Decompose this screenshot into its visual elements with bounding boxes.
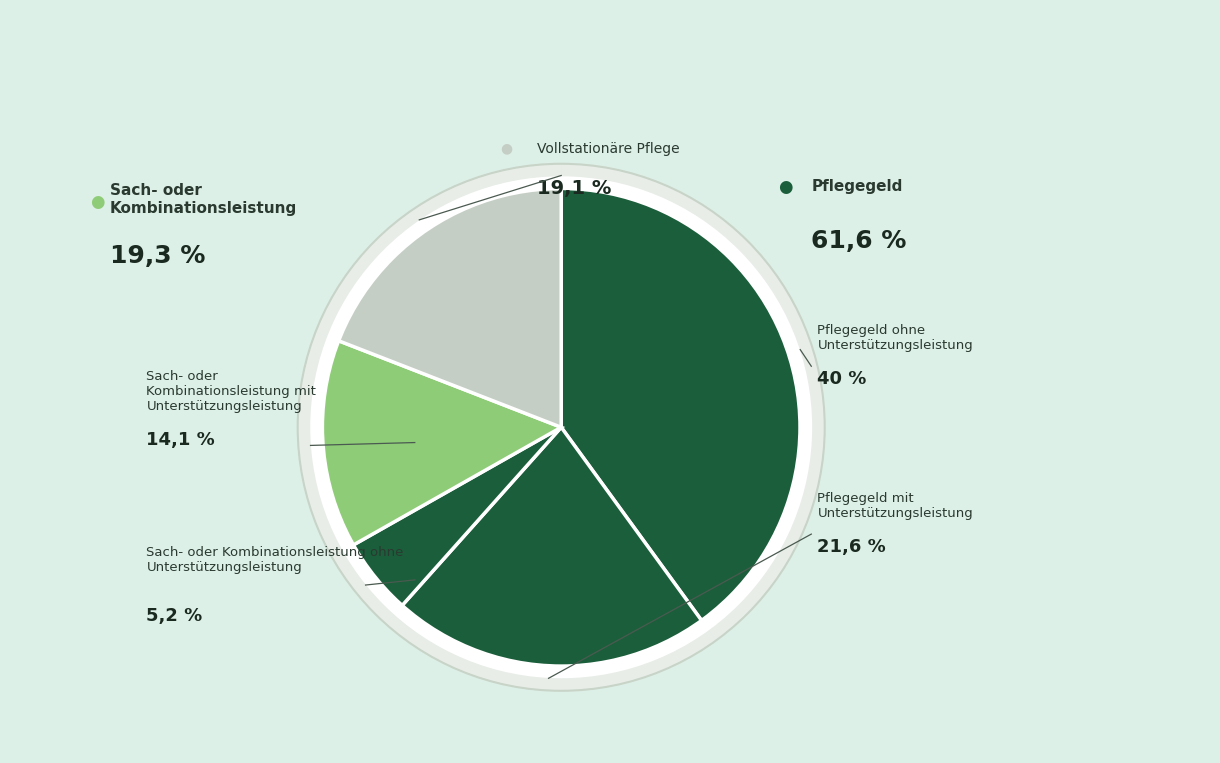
Text: Pflegegeld ohne
Unterstützungsleistung: Pflegegeld ohne Unterstützungsleistung xyxy=(817,324,974,353)
Text: Sach- oder Kombinationsleistung ohne
Unterstützungsleistung: Sach- oder Kombinationsleistung ohne Unt… xyxy=(146,546,404,574)
Wedge shape xyxy=(386,427,716,691)
Text: 5,2 %: 5,2 % xyxy=(146,607,203,625)
Wedge shape xyxy=(349,427,561,610)
Wedge shape xyxy=(561,183,805,625)
Text: Pflegegeld: Pflegegeld xyxy=(811,179,903,195)
Text: ●: ● xyxy=(778,178,793,196)
Wedge shape xyxy=(298,332,561,557)
Text: Sach- oder
Kombinationsleistung mit
Unterstützungsleistung: Sach- oder Kombinationsleistung mit Unte… xyxy=(146,370,316,413)
Text: 19,1 %: 19,1 % xyxy=(537,179,611,198)
Text: ●: ● xyxy=(500,142,512,156)
Text: 14,1 %: 14,1 % xyxy=(146,431,215,449)
Text: 21,6 %: 21,6 % xyxy=(817,538,886,556)
Text: Vollstationäre Pflege: Vollstationäre Pflege xyxy=(537,142,680,156)
Text: 40 %: 40 % xyxy=(817,370,866,388)
Wedge shape xyxy=(399,427,705,671)
Wedge shape xyxy=(561,164,825,640)
Text: Sach- oder
Kombinationsleistung: Sach- oder Kombinationsleistung xyxy=(110,183,296,215)
Text: 61,6 %: 61,6 % xyxy=(811,229,906,253)
Text: ●: ● xyxy=(90,193,105,211)
Wedge shape xyxy=(334,183,561,427)
Wedge shape xyxy=(332,427,561,624)
Wedge shape xyxy=(316,164,561,427)
Text: 19,3 %: 19,3 % xyxy=(110,244,205,268)
Wedge shape xyxy=(317,339,561,548)
Text: Pflegegeld mit
Unterstützungsleistung: Pflegegeld mit Unterstützungsleistung xyxy=(817,492,974,520)
